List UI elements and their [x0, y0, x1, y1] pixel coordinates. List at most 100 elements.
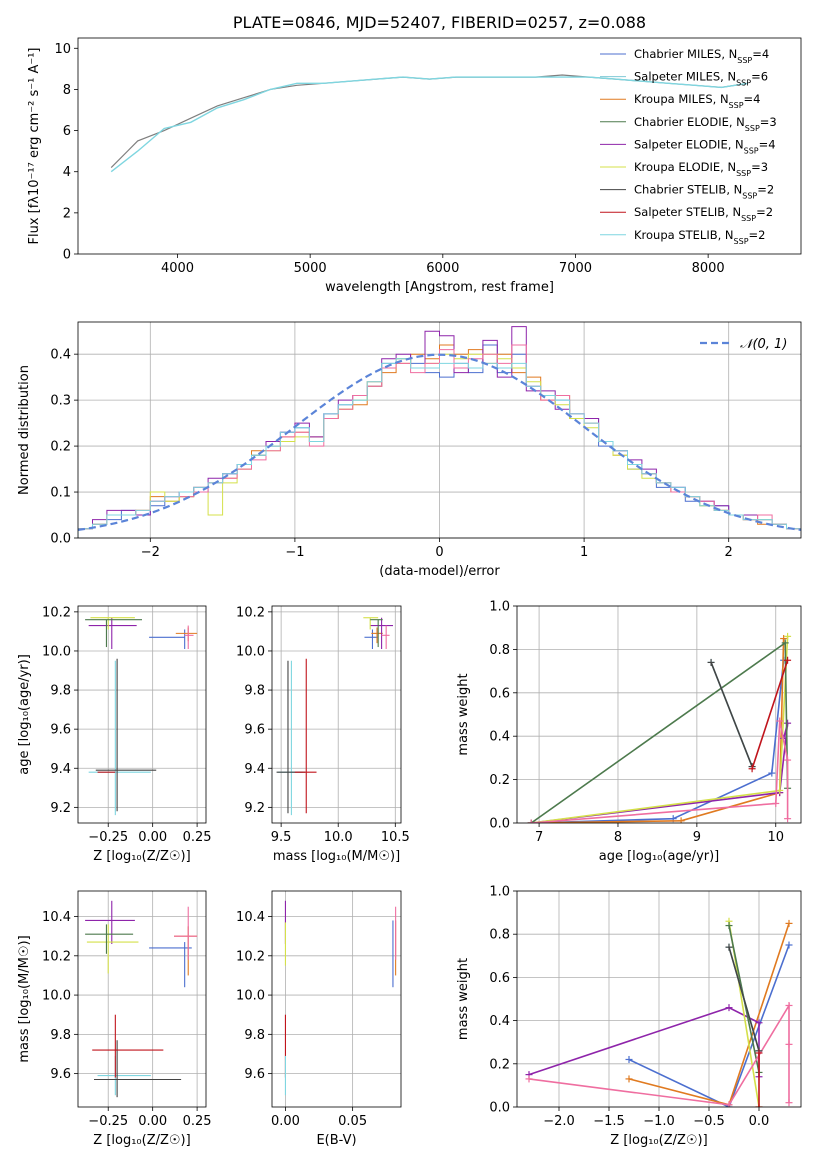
plot-area — [85, 900, 198, 1098]
legend-suffix: =4 — [752, 47, 769, 61]
panel-mass-vs-Z: −0.25 0.00 0.25 9.6 9.8 10.0 10.2 10.4 Z [log₁₀(… — [17, 890, 212, 1148]
y-tick-label: 9.6 — [50, 723, 71, 738]
y-axis-label: mass weight — [456, 958, 471, 1040]
x-tick-label: 9 — [693, 830, 701, 845]
panel-residuals: −2 −1 0 1 2 0.0 0.1 0.2 0.3 0.4 (data-model)/error… — [17, 321, 802, 579]
x-axis-label: Z [log₁₀(Z/Z☉)] — [93, 849, 190, 864]
y-tick-label: 10.0 — [42, 644, 71, 659]
x-tick-label: 5000 — [294, 261, 327, 276]
x-tick-label: 0 — [435, 545, 443, 560]
plot-area — [85, 617, 198, 816]
legend-entry: Chabrier MILES, NSSP=4 — [634, 47, 769, 65]
y-tick-label: 0.0 — [489, 817, 510, 832]
x-tick-label: 10 — [767, 830, 784, 845]
legend-suffix: =3 — [760, 115, 777, 129]
gaussian-curve — [78, 353, 801, 531]
legend-entry: Chabrier ELODIE, NSSP=3 — [634, 115, 777, 133]
legend-sub: SSP — [734, 236, 749, 245]
y-tick-label: 0.6 — [489, 971, 510, 986]
y-tick-label: 0.8 — [489, 643, 510, 658]
gridlines — [78, 606, 206, 823]
errorbar — [94, 1040, 182, 1098]
x-axis-label: wavelength [Angstrom, rest frame] — [325, 280, 554, 295]
histogram-step — [78, 344, 801, 538]
plot-frame — [77, 890, 207, 1108]
y-tick-label: 9.2 — [50, 801, 71, 816]
errorbar — [95, 658, 157, 812]
legend-sub: SSP — [742, 191, 757, 200]
plot-area — [78, 326, 801, 538]
legend-suffix: =4 — [759, 137, 776, 151]
legend-sub: SSP — [744, 146, 759, 155]
y-tick-label: 0.4 — [489, 730, 510, 745]
panel-mass-vs-EBV: 0.00 0.05 9.6 9.8 10.0 10.2 10.4 E(B-V) — [236, 890, 402, 1148]
y-tick-label: 0.6 — [489, 686, 510, 701]
y-tick-label: 10.2 — [42, 949, 71, 964]
chart-title: PLATE=0846, MJD=52407, FIBERID=0257, z=0… — [233, 13, 646, 32]
y-tick-label: 9.8 — [244, 684, 265, 699]
legend-label: Chabrier STELIB, N — [634, 183, 742, 197]
errorbar — [175, 627, 198, 642]
x-tick-label: −2.0 — [543, 1114, 575, 1129]
legend-entry: Chabrier STELIB, NSSP=2 — [634, 183, 774, 201]
legend-label: Salpeter ELODIE, N — [634, 137, 744, 151]
errorbar — [85, 900, 135, 945]
errorbar — [381, 625, 390, 650]
x-tick-label: 6000 — [426, 261, 459, 276]
plot-frame — [516, 890, 802, 1108]
errorbar — [294, 658, 317, 814]
y-tick-label: 6 — [63, 124, 71, 139]
panel-spectrum: 4000 5000 6000 7000 8000 0 2 4 6 8 10 wavelength [A… — [27, 13, 802, 295]
x-tick-label: 8 — [614, 830, 622, 845]
y-tick-label: 0.2 — [489, 1057, 510, 1072]
y-tick-label: 0.4 — [50, 348, 71, 363]
x-tick-label: 2 — [725, 545, 733, 560]
plot-area — [276, 617, 394, 816]
errorbar — [174, 906, 198, 960]
legend-suffix: =3 — [751, 160, 768, 174]
x-tick-label: 10.0 — [324, 830, 353, 845]
y-tick-label: 0.1 — [50, 486, 71, 501]
y-tick-label: 10.0 — [236, 644, 265, 659]
y-tick-label: 0.3 — [50, 394, 71, 409]
legend-sub: SSP — [736, 78, 751, 87]
legend: 𝒩(0, 1) — [700, 337, 787, 352]
legend-label: Kroupa STELIB, N — [634, 228, 734, 242]
legend-label: Kroupa MILES, N — [634, 92, 729, 106]
legend-entry: 𝒩(0, 1) — [740, 337, 787, 352]
plot-frame — [77, 605, 207, 824]
spectrum-model — [110, 76, 749, 173]
x-tick-label: 0.00 — [271, 1114, 300, 1129]
x-tick-label: −0.25 — [88, 1114, 128, 1129]
legend-sub: SSP — [736, 169, 751, 178]
weight-line — [728, 946, 760, 1052]
x-axis-label: (data-model)/error — [379, 564, 500, 579]
legend-sub: SSP — [745, 123, 760, 132]
y-axis-label: mass weight — [456, 673, 471, 755]
plot-frame — [77, 37, 802, 255]
y-axis-label: age [log₁₀(age/yr)] — [17, 654, 32, 775]
legend-entry: Salpeter STELIB, NSSP=2 — [634, 205, 773, 223]
legend-label: Salpeter STELIB, N — [634, 205, 741, 219]
plot-frame — [271, 890, 402, 1108]
x-tick-label: 0.25 — [183, 830, 212, 845]
y-axis-label: Flux [fλ10⁻¹⁷ erg cm⁻² s⁻¹ A⁻¹] — [27, 48, 42, 245]
y-tick-label: 9.4 — [50, 762, 71, 777]
errorbar — [370, 619, 383, 648]
plot-area — [110, 74, 749, 173]
y-axis-label: mass [log₁₀(M/M☉)] — [17, 935, 32, 1062]
x-tick-label: −1 — [285, 545, 304, 560]
legend-entry: Salpeter MILES, NSSP=6 — [634, 70, 768, 88]
errorbar — [85, 924, 134, 954]
weight-line — [751, 660, 789, 770]
x-axis-label: Z [log₁₀(Z/Z☉)] — [93, 1133, 190, 1148]
y-tick-label: 9.6 — [244, 723, 265, 738]
y-tick-label: 8 — [63, 83, 71, 98]
errorbar — [86, 924, 139, 974]
legend-label: Kroupa ELODIE, N — [634, 160, 736, 174]
legend-suffix: =2 — [756, 205, 773, 219]
y-tick-label: 9.4 — [244, 762, 265, 777]
legend-suffix: =6 — [751, 70, 768, 84]
gridlines — [272, 606, 401, 823]
